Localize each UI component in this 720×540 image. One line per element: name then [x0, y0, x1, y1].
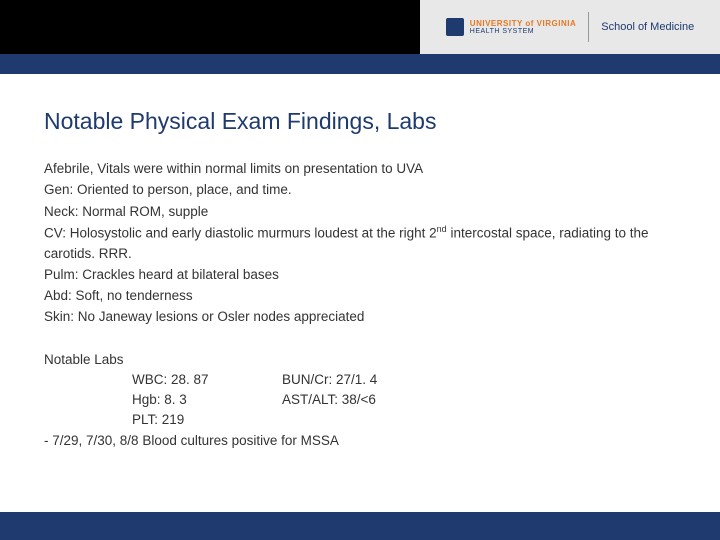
logo-divider	[588, 12, 589, 42]
finding-skin: Skin: No Janeway lesions or Osler nodes …	[44, 307, 676, 327]
lab-wbc: WBC: 28. 87	[132, 370, 282, 390]
labs-cultures: - 7/29, 7/30, 8/8 Blood cultures positiv…	[44, 431, 676, 451]
lab-plt: PLT: 219	[132, 410, 282, 430]
header-black-block	[0, 0, 420, 54]
lab-ast-alt: AST/ALT: 38/<6	[282, 390, 676, 410]
uva-logo-text: UNIVERSITY of VIRGINIA HEALTH SYSTEM	[470, 20, 576, 35]
header-blue-bar	[0, 54, 720, 74]
labs-heading: Notable Labs	[44, 350, 676, 370]
slide-header: UNIVERSITY of VIRGINIA HEALTH SYSTEM Sch…	[0, 0, 720, 74]
logo-school-of-medicine: School of Medicine	[601, 21, 694, 33]
uva-logo: UNIVERSITY of VIRGINIA HEALTH SYSTEM	[446, 18, 576, 36]
slide-title: Notable Physical Exam Findings, Labs	[44, 108, 676, 135]
footer-blue-bar	[0, 512, 720, 540]
finding-abd: Abd: Soft, no tenderness	[44, 286, 676, 306]
exam-findings: Afebrile, Vitals were within normal limi…	[44, 159, 676, 328]
logo-line-health: HEALTH SYSTEM	[470, 28, 576, 35]
finding-pulm: Pulm: Crackles heard at bilateral bases	[44, 265, 676, 285]
lab-hgb: Hgb: 8. 3	[132, 390, 282, 410]
finding-cv: CV: Holosystolic and early diastolic mur…	[44, 223, 676, 264]
labs-row: Hgb: 8. 3 AST/ALT: 38/<6	[44, 390, 676, 410]
labs-section: Notable Labs WBC: 28. 87 BUN/Cr: 27/1. 4…	[44, 350, 676, 451]
logo-line-university: UNIVERSITY of VIRGINIA	[470, 20, 576, 28]
slide-content: Notable Physical Exam Findings, Labs Afe…	[0, 74, 720, 451]
header-logo-block: UNIVERSITY of VIRGINIA HEALTH SYSTEM Sch…	[420, 0, 720, 54]
lab-empty	[282, 410, 676, 430]
finding-neck: Neck: Normal ROM, supple	[44, 202, 676, 222]
lab-bun-cr: BUN/Cr: 27/1. 4	[282, 370, 676, 390]
uva-rotunda-icon	[446, 18, 464, 36]
finding-gen: Gen: Oriented to person, place, and time…	[44, 180, 676, 200]
labs-row: PLT: 219	[44, 410, 676, 430]
labs-row: WBC: 28. 87 BUN/Cr: 27/1. 4	[44, 370, 676, 390]
finding-vitals: Afebrile, Vitals were within normal limi…	[44, 159, 676, 179]
